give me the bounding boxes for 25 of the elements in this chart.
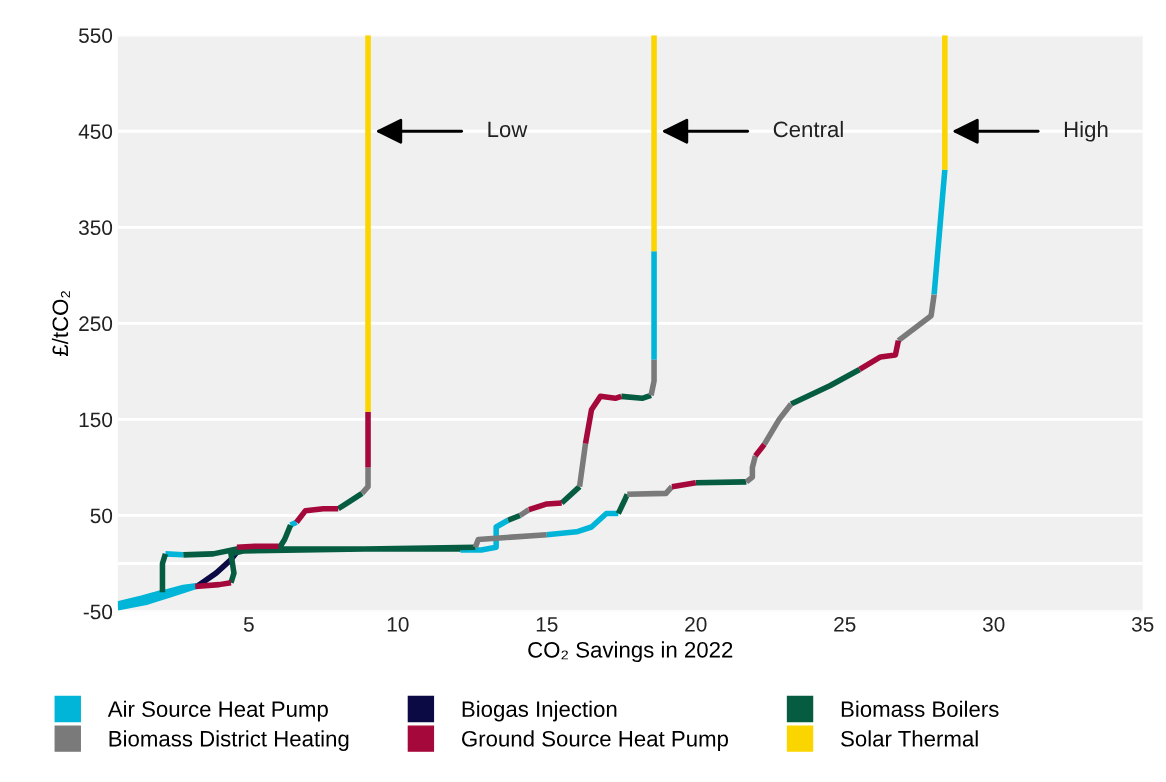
annotation: Low	[488, 121, 528, 138]
x-tick-label: 35	[1131, 616, 1154, 632]
x-tick-label: 30	[982, 616, 1005, 632]
legend-label: Air Source Heat Pump	[107, 700, 328, 722]
legend-label: Biomass District Heating	[109, 730, 349, 751]
legend-label: Biogas Injection	[462, 700, 617, 722]
y-tick-label: 450	[78, 124, 113, 139]
x-axis-title: CO₂ Savings in 2022	[528, 641, 733, 663]
y-tick-label: 50	[90, 508, 113, 524]
x-tick-label: 5	[243, 617, 254, 632]
x-tick-label: 10	[387, 616, 409, 632]
x-tick-label: 25	[834, 616, 856, 632]
annotation: High	[1064, 120, 1108, 142]
y-tick-label: -50	[83, 604, 113, 620]
legend-label: Ground Source Heat Pump	[462, 730, 729, 751]
annotation: Central	[773, 120, 843, 138]
legend-label: Solar Thermal	[841, 730, 978, 747]
y-tick-label: 550	[78, 28, 113, 43]
y-axis-title: £/tCO₂	[51, 291, 70, 357]
y-tick-label: 350	[78, 220, 113, 236]
y-tick-label: 150	[79, 412, 113, 428]
x-tick-label: 20	[685, 616, 707, 632]
x-tick-label: 15	[536, 617, 558, 632]
y-tick-label: 250	[79, 316, 113, 332]
legend-label: Biomass Boilers	[841, 700, 999, 718]
